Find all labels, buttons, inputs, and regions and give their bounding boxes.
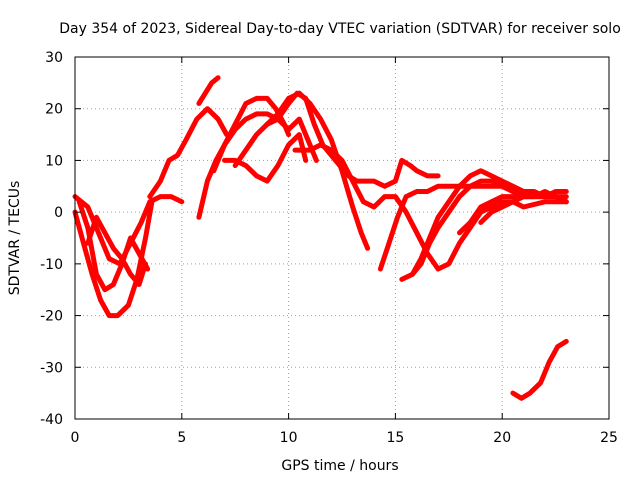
ticks: 0 5 10 15 20 25 -40 -30 -20 -10 0 10 20 30: [40, 50, 618, 446]
x-tick-label: 5: [177, 430, 186, 446]
grid: [75, 57, 609, 419]
y-axis-label: SDTVAR / TECUs: [7, 181, 23, 296]
x-tick-label: 15: [386, 430, 404, 446]
x-tick-label: 20: [493, 430, 511, 446]
series-line-7: [196, 75, 221, 106]
series-line-5: [147, 106, 230, 200]
series-line-18: [510, 338, 569, 401]
x-axis-label: GPS time / hours: [281, 458, 398, 474]
y-tick-label: 30: [45, 50, 63, 66]
y-tick-label: -20: [40, 309, 63, 325]
y-tick-label: 0: [54, 205, 63, 221]
y-tick-label: 20: [45, 102, 63, 118]
series-line-4: [85, 214, 148, 287]
series-line-10: [222, 132, 309, 184]
series-line-12: [292, 142, 569, 272]
chart-title: Day 354 of 2023, Sidereal Day-to-day VTE…: [59, 21, 621, 37]
plot-frame: [74, 56, 610, 420]
x-tick-label: 10: [280, 430, 298, 446]
series-layer: [72, 75, 569, 401]
series-line-3: [76, 199, 151, 293]
x-tick-label: 0: [71, 430, 80, 446]
y-tick-label: -40: [40, 412, 63, 428]
series-line-13: [377, 183, 516, 272]
y-tick-label: -10: [40, 257, 63, 273]
x-tick-label: 25: [600, 430, 618, 446]
series-line-11: [264, 90, 371, 251]
y-tick-label: -30: [40, 360, 63, 376]
series-line-9: [232, 90, 441, 189]
y-tick-label: 10: [45, 153, 63, 169]
series-line-8: [211, 95, 292, 174]
series-line-17: [478, 189, 569, 225]
